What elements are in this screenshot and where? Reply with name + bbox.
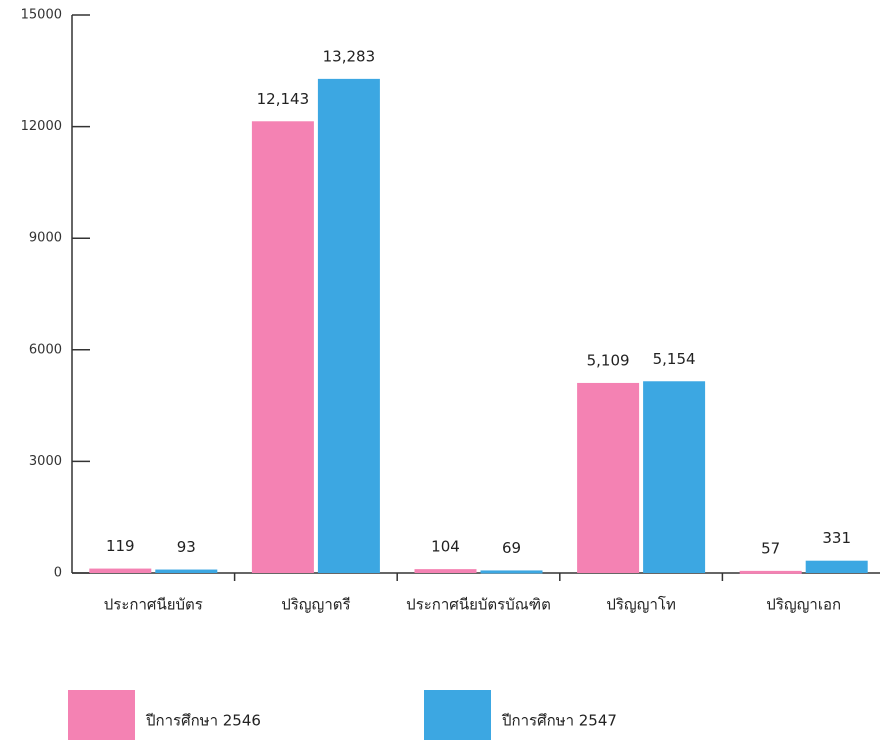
- bar: [805, 560, 868, 573]
- y-tick-label: 15000: [21, 8, 62, 23]
- bar: [251, 121, 314, 574]
- y-tick-label: 12000: [21, 119, 62, 134]
- value-label: 69: [502, 539, 521, 557]
- bar: [155, 569, 218, 573]
- x-tick-label: ปริญญาตรี: [281, 596, 350, 614]
- bar: [89, 568, 152, 573]
- bar: [414, 569, 477, 573]
- y-tick-label: 6000: [29, 342, 62, 357]
- bar: [739, 570, 802, 574]
- value-label: 331: [822, 529, 851, 547]
- legend-swatch: [68, 690, 135, 740]
- value-label: 119: [106, 537, 135, 555]
- value-label: 13,283: [323, 47, 376, 65]
- x-tick-label: ปริญญาเอก: [766, 596, 841, 614]
- legend-label: ปีการศึกษา 2546: [145, 712, 261, 730]
- legend-swatch: [424, 690, 491, 740]
- bar: [577, 382, 640, 573]
- value-label: 93: [177, 538, 196, 556]
- value-label: 57: [761, 539, 780, 557]
- y-tick-label: 0: [54, 566, 62, 581]
- bar: [480, 570, 543, 574]
- x-tick-label: ประกาศนียบัตรบัณฑิต: [406, 596, 551, 614]
- value-label: 5,154: [653, 350, 696, 368]
- value-label: 5,109: [587, 351, 630, 369]
- y-tick-label: 9000: [29, 231, 62, 246]
- value-label: 104: [431, 538, 460, 556]
- x-tick-label: ประกาศนียบัตร: [104, 596, 203, 614]
- y-tick-label: 3000: [29, 454, 62, 469]
- value-label: 12,143: [257, 90, 310, 108]
- bar: [643, 381, 706, 573]
- x-tick-label: ปริญญาโท: [606, 596, 676, 614]
- bar: [317, 78, 380, 573]
- legend-label: ปีการศึกษา 2547: [501, 712, 617, 730]
